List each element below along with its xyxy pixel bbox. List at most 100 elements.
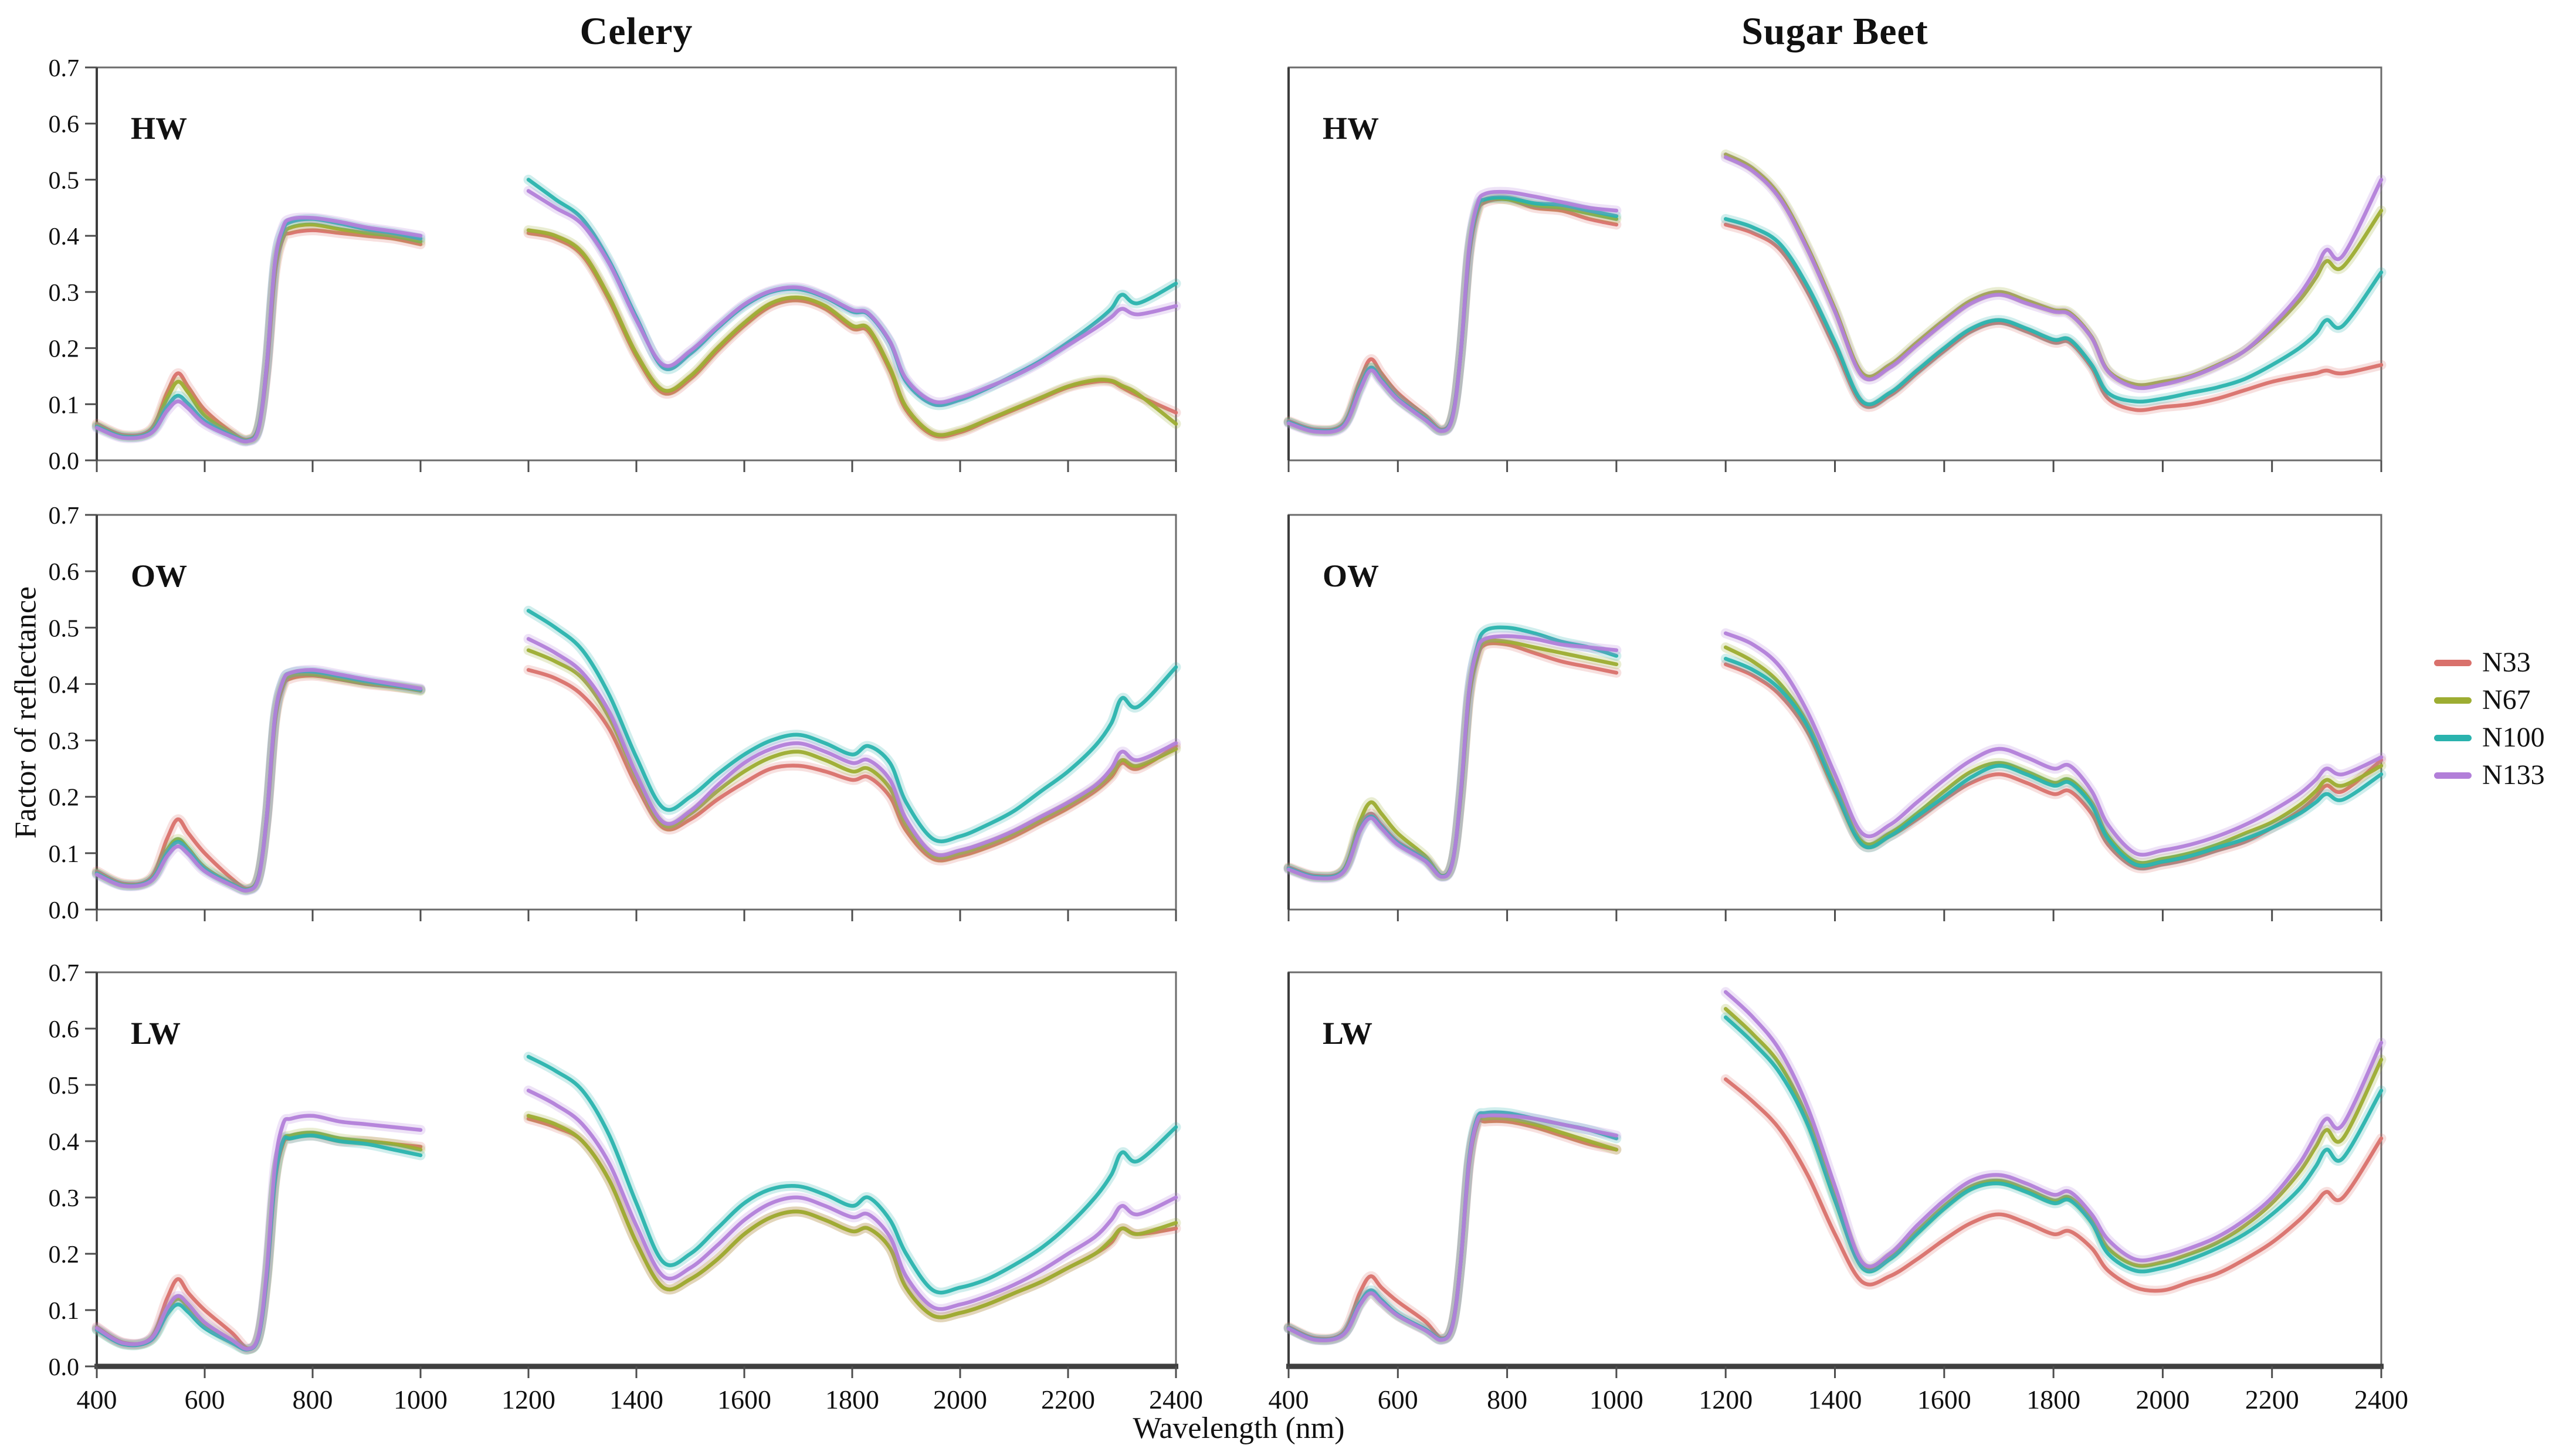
y-tick-label: 0.2 bbox=[49, 785, 80, 812]
legend-label-n67: N67 bbox=[2482, 684, 2531, 715]
curve-band-n133 bbox=[91, 1111, 426, 1354]
panel-treatment-label: LW bbox=[131, 1016, 181, 1051]
curve-n67 bbox=[526, 228, 1178, 437]
y-tick-label: 0.6 bbox=[49, 1016, 80, 1043]
curve-n33 bbox=[526, 668, 1178, 863]
x-tick-label: 2200 bbox=[1041, 1385, 1095, 1414]
panel-treatment-label: HW bbox=[131, 111, 187, 146]
curve-n133 bbox=[1723, 631, 2384, 857]
x-tick-label: 1200 bbox=[501, 1385, 555, 1414]
curve-n133 bbox=[526, 1088, 1178, 1311]
curve-n33 bbox=[1723, 1077, 2384, 1293]
y-tick-label: 0.1 bbox=[49, 1298, 80, 1325]
y-tick-label: 0.6 bbox=[49, 111, 80, 138]
curve-n133 bbox=[526, 189, 1178, 405]
x-tick-label: 600 bbox=[185, 1385, 225, 1414]
curve-band-n133 bbox=[1720, 987, 2387, 1272]
x-tick-label: 600 bbox=[1378, 1385, 1418, 1414]
x-tick-label: 1000 bbox=[394, 1385, 448, 1414]
y-tick-label: 0.5 bbox=[49, 615, 80, 642]
x-tick-label: 400 bbox=[1269, 1385, 1309, 1414]
curve-n133 bbox=[94, 215, 423, 444]
x-tick-label: 400 bbox=[77, 1385, 117, 1414]
y-tick-label: 0.4 bbox=[49, 1129, 80, 1156]
y-tick-label: 0.2 bbox=[49, 336, 80, 363]
curve-n100 bbox=[1723, 656, 2384, 868]
y-tick-label: 0.0 bbox=[49, 897, 80, 924]
legend: N33 N67 N100 N133 bbox=[2434, 649, 2545, 789]
y-tick-label: 0.0 bbox=[49, 448, 80, 475]
x-tick-label: 1200 bbox=[1699, 1385, 1753, 1414]
legend-label-n100: N100 bbox=[2482, 722, 2545, 753]
y-tick-label: 0.4 bbox=[49, 223, 80, 250]
curve-n133 bbox=[94, 1114, 423, 1351]
legend-label-n133: N133 bbox=[2482, 759, 2545, 791]
x-tick-label: 1600 bbox=[717, 1385, 771, 1414]
legend-swatch-n33-icon bbox=[2434, 659, 2472, 666]
panel-treatment-label: LW bbox=[1323, 1016, 1372, 1051]
curve-n133 bbox=[1286, 189, 1619, 435]
y-tick-label: 0.7 bbox=[49, 55, 80, 82]
legend-swatch-n133-icon bbox=[2434, 772, 2472, 779]
panel-treatment-label: HW bbox=[1323, 111, 1379, 146]
y-tick-label: 0.5 bbox=[49, 167, 80, 194]
curve-n133 bbox=[526, 637, 1178, 857]
legend-item-n100: N100 bbox=[2434, 724, 2545, 752]
legend-swatch-n100-icon bbox=[2434, 734, 2472, 741]
y-tick-label: 0.7 bbox=[49, 960, 80, 987]
x-tick-label: 2000 bbox=[933, 1385, 987, 1414]
legend-item-n33: N33 bbox=[2434, 649, 2545, 677]
x-tick-label: 1400 bbox=[1808, 1385, 1862, 1414]
y-tick-label: 0.3 bbox=[49, 728, 80, 755]
curve-n133 bbox=[1723, 990, 2384, 1268]
curve-n100 bbox=[1723, 217, 2384, 406]
y-tick-label: 0.2 bbox=[49, 1241, 80, 1268]
x-tick-label: 2400 bbox=[2354, 1385, 2408, 1414]
y-tick-label: 0.3 bbox=[49, 280, 80, 307]
curve-band-n67 bbox=[1720, 149, 2387, 391]
y-tick-label: 0.0 bbox=[49, 1354, 80, 1381]
curve-n133 bbox=[1286, 1113, 1619, 1342]
x-tick-label: 800 bbox=[293, 1385, 333, 1414]
y-tick-label: 0.6 bbox=[49, 559, 80, 586]
y-tick-label: 0.3 bbox=[49, 1185, 80, 1212]
column-title-celery: Celery bbox=[579, 10, 693, 53]
x-tick-label: 2000 bbox=[2136, 1385, 2189, 1414]
curve-n33 bbox=[1723, 222, 2384, 412]
y-tick-label: 0.1 bbox=[49, 392, 80, 419]
legend-item-n67: N67 bbox=[2434, 686, 2545, 714]
x-tick-label: 2200 bbox=[2245, 1385, 2299, 1414]
x-tick-label: 2400 bbox=[1149, 1385, 1203, 1414]
curve-n133 bbox=[1723, 155, 2384, 391]
x-tick-label: 1400 bbox=[609, 1385, 663, 1414]
x-tick-label: 1600 bbox=[1917, 1385, 1971, 1414]
curve-n67 bbox=[1723, 152, 2384, 387]
curve-band-n133 bbox=[91, 212, 426, 447]
y-tick-label: 0.1 bbox=[49, 841, 80, 868]
y-tick-label: 0.5 bbox=[49, 1073, 80, 1100]
legend-label-n33: N33 bbox=[2482, 647, 2531, 678]
curve-band-n133 bbox=[91, 664, 426, 896]
y-tick-label: 0.7 bbox=[49, 503, 80, 530]
curve-band-n133 bbox=[1283, 186, 1622, 437]
curve-n100 bbox=[526, 609, 1178, 843]
column-title-sugar-beet: Sugar Beet bbox=[1741, 10, 1928, 53]
curve-n133 bbox=[1286, 634, 1619, 881]
panel-treatment-label: OW bbox=[131, 558, 187, 593]
curve-band-n133 bbox=[1283, 631, 1622, 884]
curve-n100 bbox=[526, 1054, 1178, 1295]
legend-item-n133: N133 bbox=[2434, 761, 2545, 789]
curve-n100 bbox=[1723, 1015, 2384, 1274]
panel-treatment-label: OW bbox=[1323, 558, 1379, 593]
x-tick-label: 1800 bbox=[825, 1385, 879, 1414]
curve-n67 bbox=[526, 1114, 1178, 1319]
x-tick-label: 1800 bbox=[2026, 1385, 2080, 1414]
curve-band-n133 bbox=[1283, 1110, 1622, 1346]
legend-swatch-n67-icon bbox=[2434, 697, 2472, 704]
curve-n133 bbox=[94, 668, 423, 893]
y-tick-label: 0.4 bbox=[49, 671, 80, 698]
x-tick-label: 800 bbox=[1487, 1385, 1527, 1414]
x-tick-label: 1000 bbox=[1589, 1385, 1643, 1414]
